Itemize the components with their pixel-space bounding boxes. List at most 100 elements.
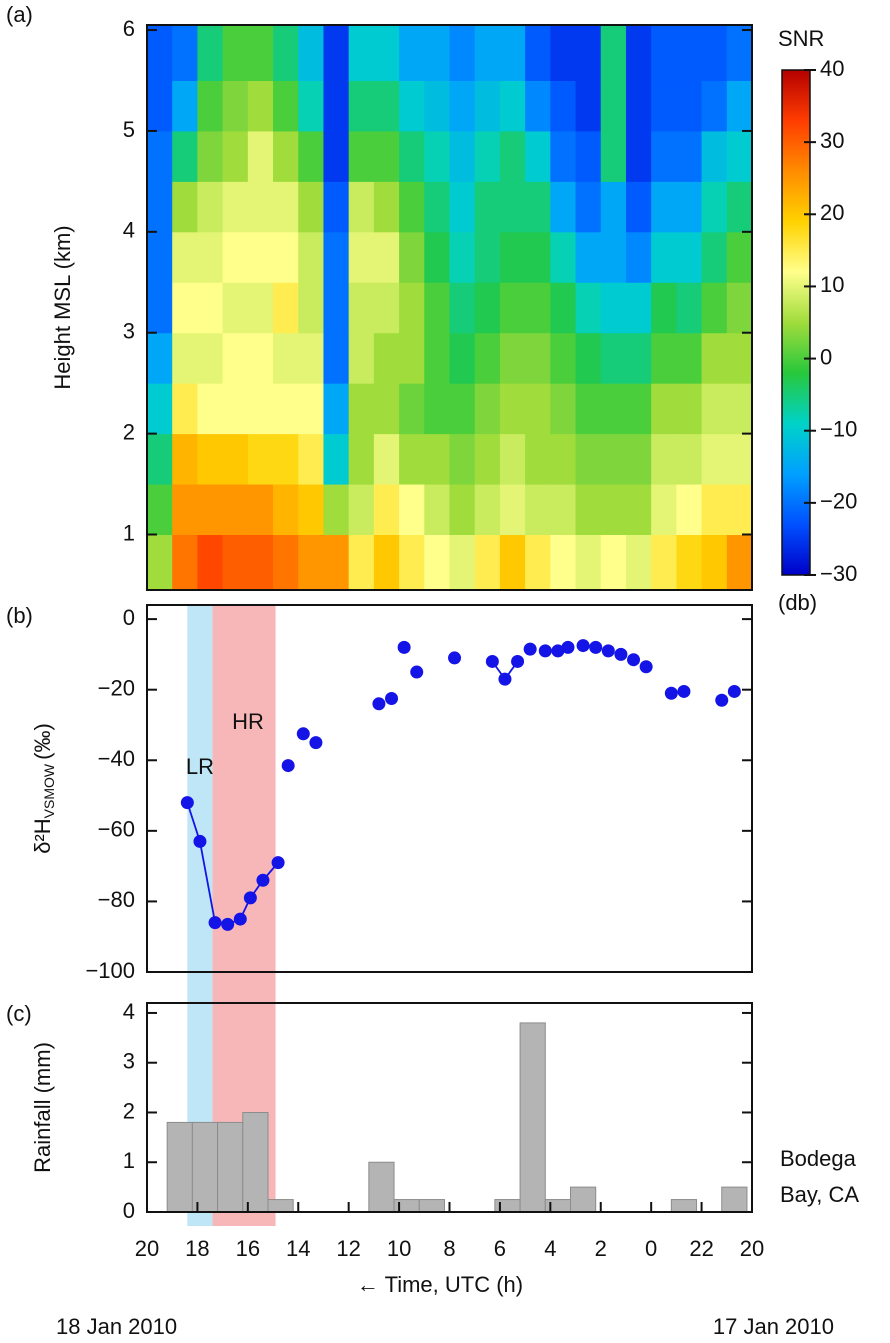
heatmap-cell <box>348 332 375 384</box>
heatmap-cell <box>399 484 425 536</box>
heatmap-cell <box>726 80 753 132</box>
heatmap-cell <box>726 534 753 591</box>
heatmap-cell <box>399 80 425 132</box>
heatmap-cell <box>373 534 400 591</box>
x-tick-label: 10 <box>387 1236 411 1261</box>
heatmap-cell <box>373 181 400 233</box>
heatmap-cell <box>550 80 577 132</box>
heatmap-cell <box>399 332 425 384</box>
heatmap-cell <box>172 80 198 132</box>
heatmap-cell <box>424 181 450 233</box>
heatmap-cell <box>449 130 476 182</box>
heatmap-cell <box>197 282 224 334</box>
x-tick-label: 18 <box>185 1236 209 1261</box>
heatmap-cell <box>600 332 627 384</box>
heatmap-cell <box>726 282 753 334</box>
bar <box>721 1186 748 1213</box>
heatmap-cell <box>550 231 577 283</box>
heatmap-cell <box>147 383 173 435</box>
point <box>309 736 323 750</box>
point <box>221 917 235 931</box>
heatmap-cell <box>424 433 450 485</box>
heatmap-cell <box>222 181 249 233</box>
heatmap-cell <box>701 433 728 485</box>
heatmap-cell <box>575 484 602 536</box>
heatmap-cell <box>499 130 526 182</box>
heatmap-cell <box>701 181 728 233</box>
heatmap-cell <box>575 181 602 233</box>
heatmap-cell <box>676 332 703 384</box>
bar <box>570 1186 597 1213</box>
heatmap-cell <box>499 383 526 435</box>
heatmap-cell <box>147 282 173 334</box>
heatmap-cell <box>273 383 299 435</box>
bar <box>544 1199 572 1213</box>
heatmap-cell <box>222 332 249 384</box>
colorbar-tick-label: 30 <box>820 128 844 153</box>
y-tick-label: 0 <box>123 605 135 630</box>
heatmap-cell <box>273 332 299 384</box>
heatmap-cell <box>651 130 677 182</box>
y-tick-label: 6 <box>123 16 135 41</box>
heatmap-cell <box>726 130 753 182</box>
heatmap-cell <box>600 534 627 591</box>
heatmap-cell <box>499 282 526 334</box>
heatmap-cell <box>474 130 501 182</box>
heatmap-cell <box>222 484 249 536</box>
heatmap-cell <box>449 534 476 591</box>
heatmap-cell <box>348 282 375 334</box>
heatmap-cell <box>550 130 577 182</box>
heatmap-cell <box>449 181 476 233</box>
heatmap-cell <box>701 534 728 591</box>
heatmap-cell <box>600 231 627 283</box>
axes-frame <box>146 604 753 973</box>
heatmap-cell <box>348 433 375 485</box>
heatmap-cell <box>600 383 627 435</box>
heatmap-cell <box>651 80 677 132</box>
point <box>243 891 257 905</box>
date-right: 17 Jan 2010 <box>713 1314 834 1339</box>
y-axis-label: δ²HVSMOW (‰) <box>30 723 57 854</box>
colorbar-tick-label: −30 <box>820 561 857 586</box>
heatmap-cell <box>273 181 299 233</box>
heatmap-cell <box>247 383 274 435</box>
heatmap-cell <box>449 80 476 132</box>
heatmap-cell <box>499 231 526 283</box>
heatmap-cell <box>550 433 577 485</box>
heatmap-cell <box>424 332 450 384</box>
heatmap-cell <box>172 383 198 435</box>
heatmap-cell <box>701 231 728 283</box>
point <box>614 647 628 661</box>
heatmap-cell <box>499 332 526 384</box>
heatmap-cell <box>298 282 324 334</box>
heatmap-cell <box>273 534 299 591</box>
heatmap-cell <box>323 231 350 283</box>
heatmap-cell <box>247 181 274 233</box>
heatmap-cell <box>298 383 324 435</box>
heatmap-cell <box>499 25 526 81</box>
heatmap-cell <box>651 25 677 81</box>
heatmap-cell <box>525 231 551 283</box>
heatmap-cell <box>298 181 324 233</box>
heatmap-cell <box>676 181 703 233</box>
heatmap-cell <box>323 332 350 384</box>
heatmap-cell <box>298 130 324 182</box>
x-tick-label: 12 <box>336 1236 360 1261</box>
heatmap-cell <box>197 181 224 233</box>
heatmap-cell <box>222 130 249 182</box>
point <box>576 639 590 653</box>
heatmap-cell <box>550 484 577 536</box>
heatmap-cell <box>298 25 324 81</box>
y-tick-label: 2 <box>123 419 135 444</box>
x-tick-label: 20 <box>135 1236 159 1261</box>
heatmap-cell <box>247 130 274 182</box>
heatmap-cell <box>172 433 198 485</box>
heatmap-cell <box>676 433 703 485</box>
heatmap-cell <box>222 534 249 591</box>
heatmap-cell <box>424 282 450 334</box>
y-tick-label: 2 <box>123 1098 135 1123</box>
heatmap-cell <box>449 282 476 334</box>
heatmap-cell <box>348 231 375 283</box>
point <box>627 653 641 667</box>
point <box>601 644 615 658</box>
